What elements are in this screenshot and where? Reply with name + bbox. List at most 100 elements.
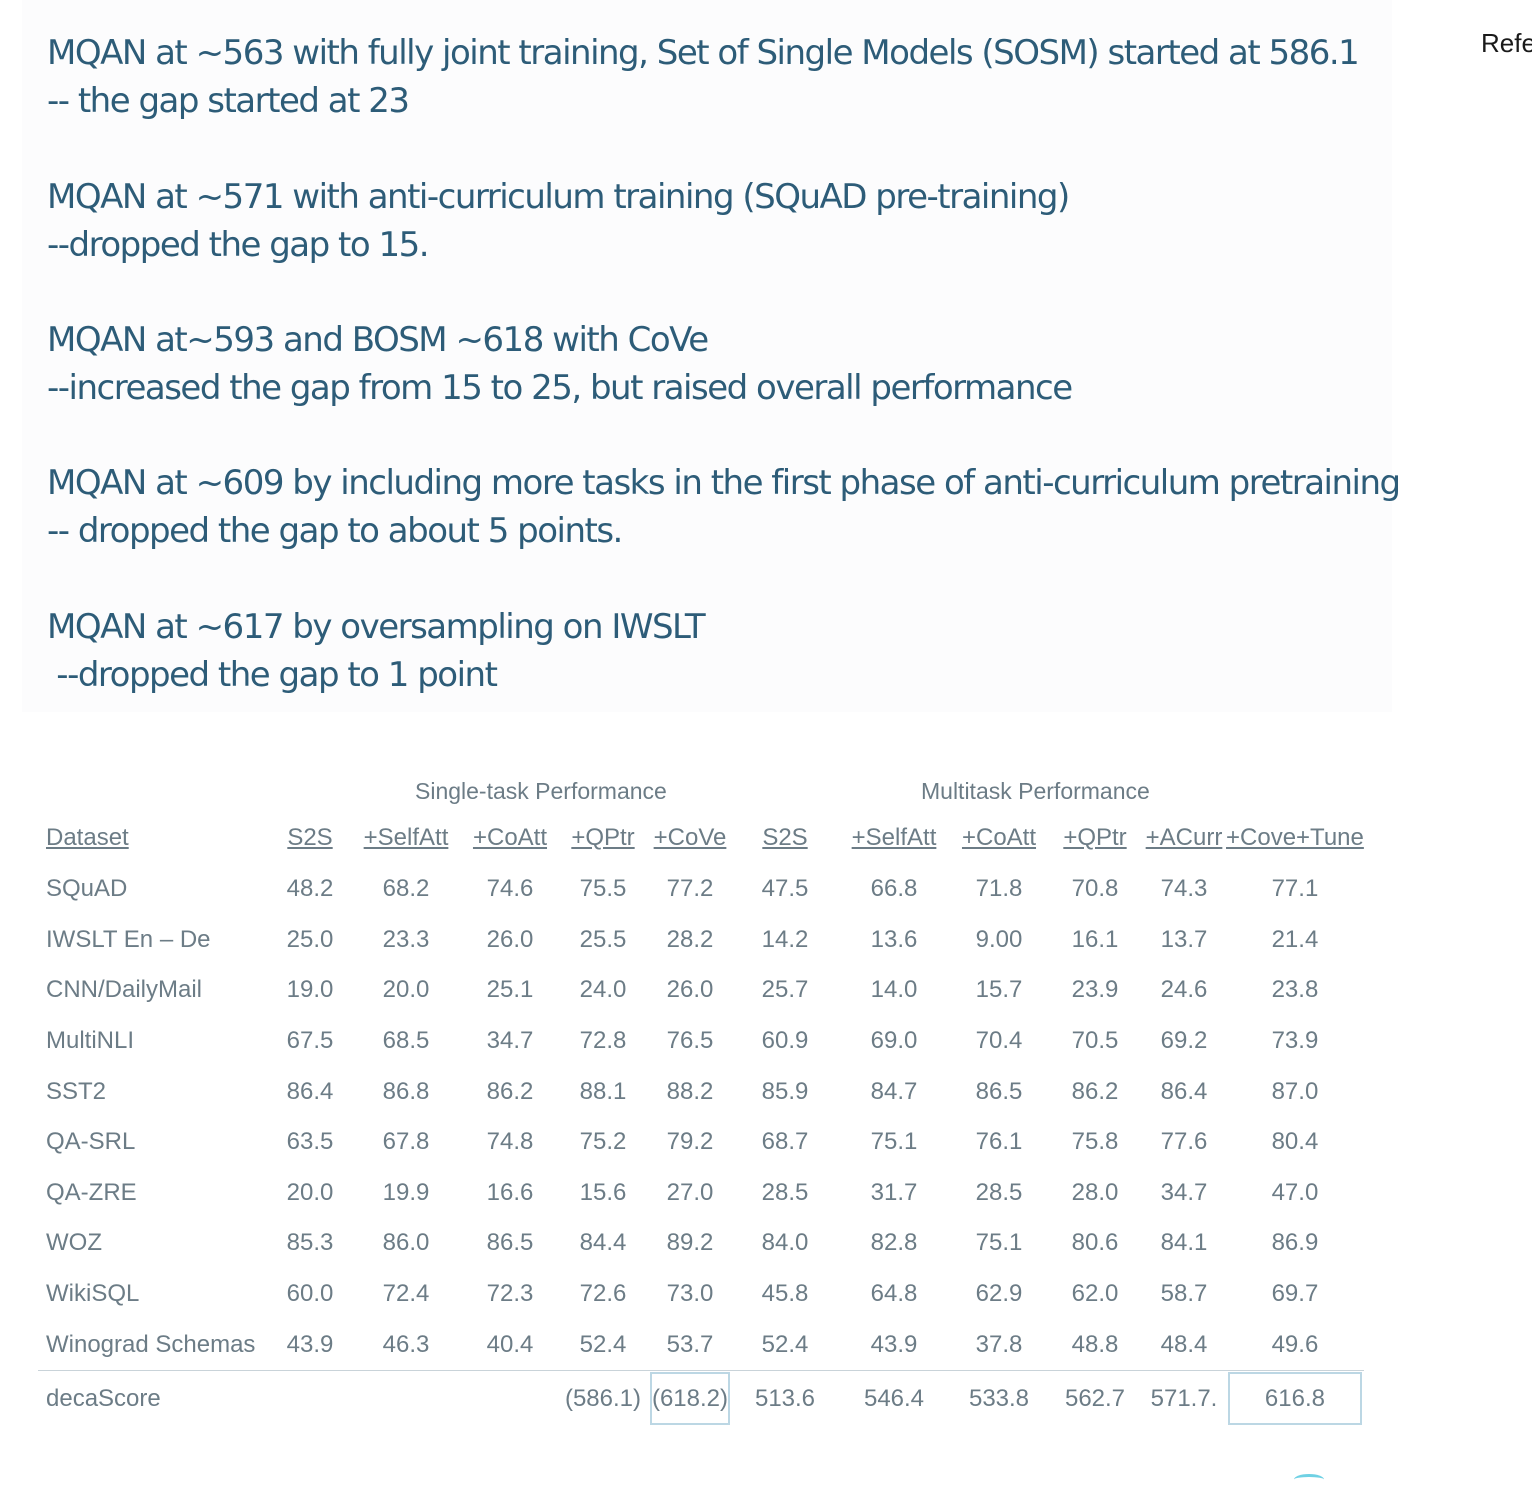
score-cell: 72.8 [579, 1027, 627, 1055]
score-cell: 31.7 [870, 1178, 918, 1206]
score-cell: 48.2 [286, 875, 334, 903]
score-cell: 74.8 [486, 1128, 534, 1156]
score-cell: 24.0 [579, 976, 627, 1004]
score-cell: 15.7 [975, 976, 1023, 1004]
table-row: CNN/DailyMail 19.0 20.0 25.1 24.0 26.0 25.7 14.… [38, 965, 1364, 1016]
note-line: --increased the gap from 15 to 25, but r… [47, 368, 1073, 408]
score-cell: 13.7 [1160, 925, 1208, 953]
score-cell: 25.0 [286, 925, 334, 953]
decascore-cell: 571.7. [1142, 1369, 1226, 1427]
column-header: +CoAtt [472, 824, 548, 851]
note-line: MQAN at ~617 by oversampling on IWSLT [47, 607, 706, 647]
score-cell: 14.2 [761, 925, 809, 953]
dataset-name-cell: SQuAD [46, 875, 128, 903]
column-header: +QPtr [571, 824, 635, 851]
note-line: MQAN at ~563 with fully joint training, … [47, 33, 1360, 73]
note-line: -- the gap started at 23 [47, 81, 410, 121]
score-cell: 15.6 [579, 1178, 627, 1206]
score-cell: 26.0 [486, 925, 534, 953]
column-header-dataset: Dataset [46, 824, 129, 851]
score-cell: 27.0 [666, 1178, 714, 1206]
score-cell: 69.2 [1160, 1027, 1208, 1055]
score-cell: 86.8 [382, 1077, 430, 1105]
decascore-cell: 562.7 [1048, 1369, 1142, 1427]
score-cell: 86.0 [382, 1229, 430, 1257]
score-cell: 68.7 [761, 1128, 809, 1156]
score-cell: 46.3 [382, 1330, 430, 1358]
score-cell: 19.9 [382, 1178, 430, 1206]
decascore-cell [462, 1369, 558, 1427]
score-cell: 25.1 [486, 976, 534, 1004]
column-header: +Cove+Tune [1226, 824, 1364, 851]
score-cell: 40.4 [486, 1330, 534, 1358]
score-cell: 67.8 [382, 1128, 430, 1156]
score-cell: 66.8 [870, 875, 918, 903]
column-header: S2S [762, 824, 808, 851]
score-cell: 75.8 [1071, 1128, 1119, 1156]
score-cell: 62.0 [1071, 1280, 1119, 1308]
table-row: Winograd Schemas 43.9 46.3 40.4 52.4 53.7 52.4… [38, 1319, 1364, 1370]
corner-indicator [1294, 1474, 1324, 1485]
score-cell: 86.2 [1071, 1077, 1119, 1105]
note-line: --dropped the gap to 15. [47, 225, 430, 265]
score-cell: 71.8 [975, 875, 1023, 903]
score-cell: 75.2 [579, 1128, 627, 1156]
score-cell: 37.8 [975, 1330, 1023, 1358]
score-cell: 63.5 [286, 1128, 334, 1156]
score-cell: 20.0 [286, 1178, 334, 1206]
decascore-cell: 513.6 [732, 1369, 838, 1427]
dataset-name-cell: QA-ZRE [46, 1178, 137, 1206]
score-cell: 64.8 [870, 1280, 918, 1308]
score-cell: 47.0 [1271, 1178, 1319, 1206]
score-cell: 75.1 [870, 1128, 918, 1156]
note-line: --dropped the gap to 1 point [47, 655, 498, 695]
score-cell: 70.5 [1071, 1027, 1119, 1055]
score-cell: 70.4 [975, 1027, 1023, 1055]
score-cell: 86.4 [1160, 1077, 1208, 1105]
score-cell: 9.00 [975, 925, 1023, 953]
score-cell: 28.5 [975, 1178, 1023, 1206]
dataset-name-cell: Winograd Schemas [46, 1330, 256, 1358]
score-cell: 87.0 [1271, 1077, 1319, 1105]
table-row: QA-SRL 63.5 67.8 74.8 75.2 79.2 68.7 75.1 76.1 75… [38, 1117, 1364, 1168]
score-cell: 43.9 [870, 1330, 918, 1358]
column-header: +CoAtt [961, 824, 1037, 851]
score-cell: 72.6 [579, 1280, 627, 1308]
score-cell: 80.6 [1071, 1229, 1119, 1257]
score-cell: 89.2 [666, 1229, 714, 1257]
column-header: +SelfAtt [363, 824, 449, 851]
table-row: MultiNLI 67.5 68.5 34.7 72.8 76.5 60.9 69.0 70.4… [38, 1016, 1364, 1067]
table-row: SQuAD 48.2 68.2 74.6 75.5 77.2 47.5 66.8 71.8 70.… [38, 864, 1364, 915]
score-cell: 76.1 [975, 1128, 1023, 1156]
decascore-cell: 546.4 [838, 1369, 950, 1427]
table-row: IWSLT En – De 25.0 23.3 26.0 25.5 28.2 14.2 13.… [38, 915, 1364, 966]
score-cell: 20.0 [382, 976, 430, 1004]
score-cell: 43.9 [286, 1330, 334, 1358]
dataset-name-cell: IWSLT En – De [46, 925, 211, 953]
score-cell: 24.6 [1160, 976, 1208, 1004]
score-cell: 28.5 [761, 1178, 809, 1206]
score-cell: 72.4 [382, 1280, 430, 1308]
score-cell: 14.0 [870, 976, 918, 1004]
score-cell: 19.0 [286, 976, 334, 1004]
decascore-cell: (586.1) [558, 1369, 648, 1427]
score-cell: 86.5 [486, 1229, 534, 1257]
score-cell: 52.4 [761, 1330, 809, 1358]
column-header: +CoVe [653, 824, 727, 851]
decascore-cell: 616.8 [1226, 1369, 1364, 1427]
note-line: MQAN at ~609 by including more tasks in … [47, 463, 1401, 503]
score-cell: 25.5 [579, 925, 627, 953]
score-cell: 23.8 [1271, 976, 1319, 1004]
column-header: +ACurr [1145, 824, 1223, 851]
score-cell: 73.0 [666, 1280, 714, 1308]
score-cell: 58.7 [1160, 1280, 1208, 1308]
side-panel-text: Refe [1481, 28, 1532, 58]
score-cell: 88.2 [666, 1077, 714, 1105]
dataset-name-cell: WikiSQL [46, 1280, 140, 1308]
dataset-name-cell: SST2 [46, 1077, 107, 1105]
dataset-name-cell: MultiNLI [46, 1027, 135, 1055]
note-line: MQAN at~593 and BOSM ~618 with CoVe [47, 320, 709, 360]
side-link-fragment[interactable] [1484, 0, 1532, 1]
score-cell: 72.3 [486, 1280, 534, 1308]
score-cell: 23.9 [1071, 976, 1119, 1004]
